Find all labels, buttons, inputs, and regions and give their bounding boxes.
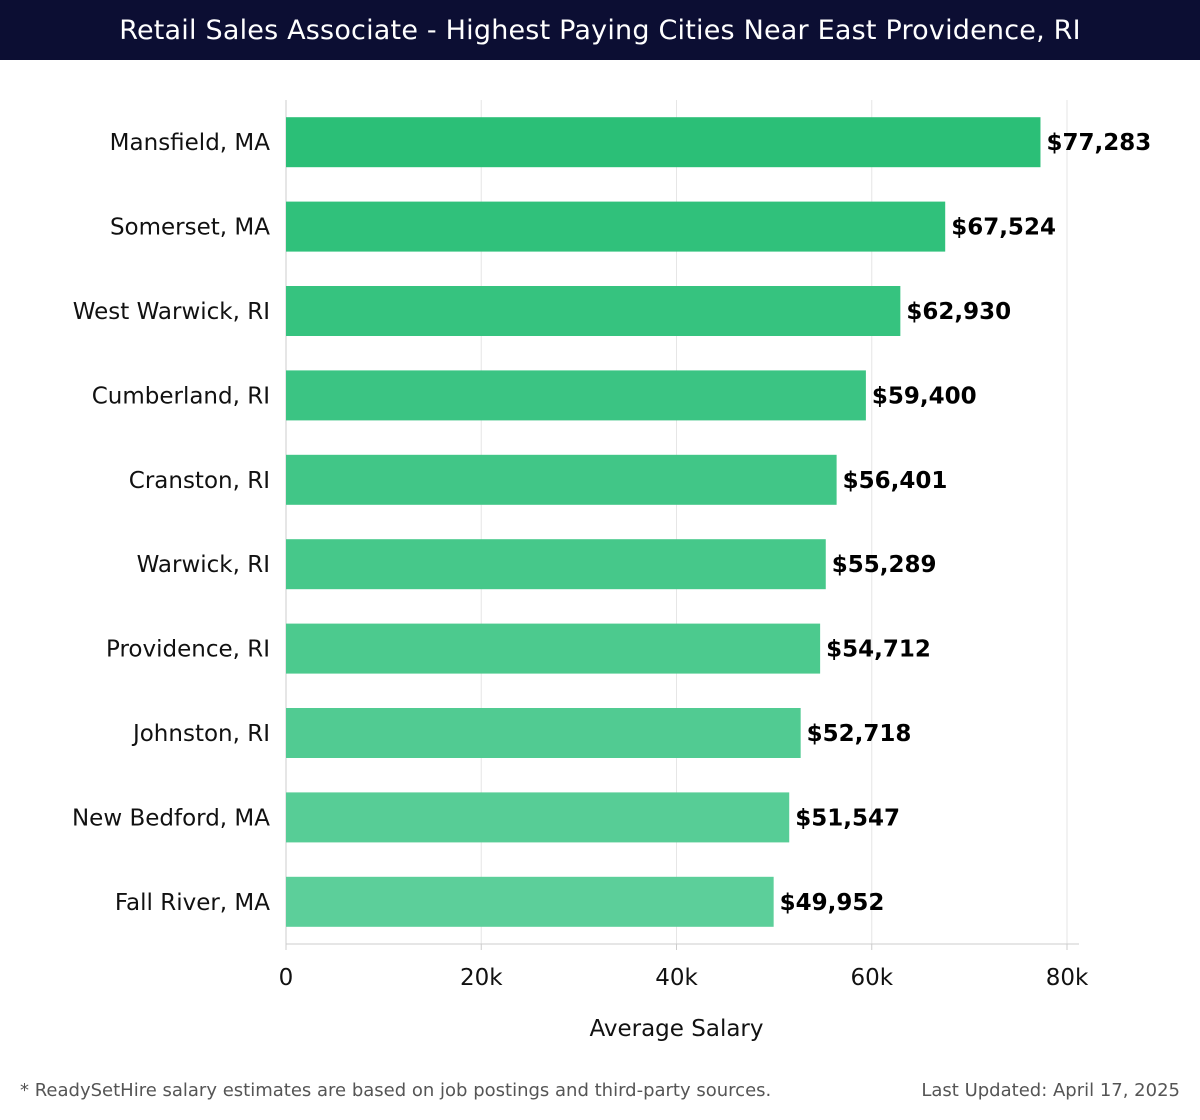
bar-value-label: $55,289 xyxy=(832,552,937,578)
bar xyxy=(286,623,821,674)
bar xyxy=(286,708,801,758)
bar xyxy=(286,201,946,252)
category-label: Mansfield, MA xyxy=(110,130,271,156)
chart-title-bar: Retail Sales Associate - Highest Paying … xyxy=(0,0,1200,60)
category-label: Somerset, MA xyxy=(110,215,270,241)
category-label: Johnston, RI xyxy=(131,721,270,747)
x-tick-label: 60k xyxy=(850,965,893,991)
chart-title: Retail Sales Associate - Highest Paying … xyxy=(119,14,1081,46)
bar-value-label: $54,712 xyxy=(826,637,931,663)
bar-value-label: $56,401 xyxy=(843,468,948,494)
category-label: Cumberland, RI xyxy=(92,383,270,409)
bar-value-label: $59,400 xyxy=(872,383,977,409)
category-label: Fall River, MA xyxy=(115,890,270,916)
footnote: * ReadySetHire salary estimates are base… xyxy=(20,1080,772,1101)
bar-value-label: $67,524 xyxy=(951,215,1056,241)
salary-bar-chart: 0 20k 40k 60k 80k Mansfield, MA $77,283 Somerse… xyxy=(72,100,1151,1042)
bar xyxy=(286,286,901,336)
category-label: Cranston, RI xyxy=(129,468,270,494)
bar xyxy=(286,454,837,505)
last-updated: Last Updated: April 17, 2025 xyxy=(921,1080,1180,1101)
bar-value-label: $62,930 xyxy=(906,299,1011,325)
x-tick-label: 80k xyxy=(1046,965,1089,991)
x-tick-label: 0 xyxy=(279,965,294,991)
bar xyxy=(286,117,1041,168)
bar xyxy=(286,539,826,590)
x-tick-label: 20k xyxy=(460,965,503,991)
category-label: Providence, RI xyxy=(106,637,270,663)
category-label: New Bedford, MA xyxy=(72,805,270,831)
bar xyxy=(286,792,790,843)
bar xyxy=(286,876,774,927)
category-label: West Warwick, RI xyxy=(73,299,270,325)
bar-value-label: $52,718 xyxy=(807,721,912,747)
bar xyxy=(286,370,866,421)
category-label: Warwick, RI xyxy=(137,552,270,578)
bar-value-label: $51,547 xyxy=(795,805,900,831)
x-axis-title: Average Salary xyxy=(589,1016,763,1042)
bar-value-label: $77,283 xyxy=(1046,130,1151,156)
bar-value-label: $49,952 xyxy=(780,890,885,916)
x-tick-label: 40k xyxy=(655,965,698,991)
